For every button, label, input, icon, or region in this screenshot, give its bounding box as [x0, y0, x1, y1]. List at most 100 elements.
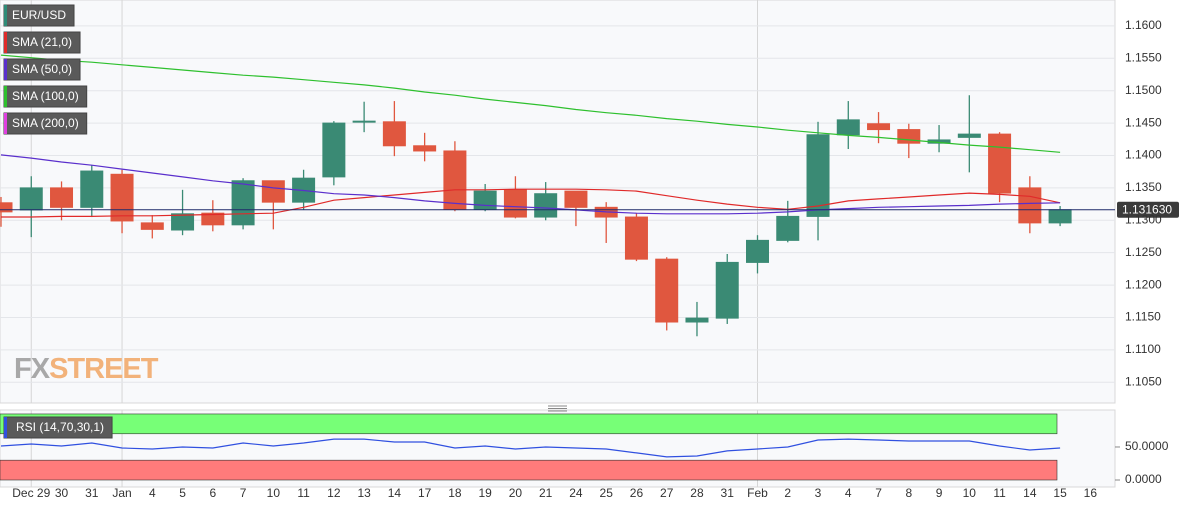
legend-swatch: [4, 86, 7, 107]
x-tick-label: Dec 29: [12, 486, 50, 500]
x-tick-label: 14: [1023, 486, 1037, 500]
candle-body: [655, 258, 679, 323]
candle-body: [503, 189, 527, 218]
x-tick-label: 12: [327, 486, 341, 500]
x-tick-label: 31: [85, 486, 99, 500]
x-tick-label: Feb: [747, 486, 768, 500]
x-tick-label: 5: [179, 486, 186, 500]
legend-label: EUR/USD: [12, 8, 66, 22]
candle-body: [322, 122, 346, 178]
splitter-handle[interactable]: [548, 405, 567, 412]
grid: [0, 0, 1120, 487]
candle-body: [382, 121, 406, 147]
candle-body: [564, 190, 588, 208]
y-tick-label: 1.1050: [1125, 374, 1162, 388]
x-tick-label: 3: [815, 486, 822, 500]
x-tick-label: 11: [297, 486, 310, 500]
candle-body: [352, 120, 376, 123]
y-tick-label: 1.1300: [1125, 212, 1162, 226]
last-price-box: [1117, 201, 1179, 218]
candle-body: [231, 180, 255, 226]
x-tick-label: Jan: [112, 486, 131, 500]
legend-item: SMA (100,0): [3, 85, 88, 108]
marks: [0, 54, 1072, 458]
candle-body: [534, 193, 558, 218]
sma-line: [0, 154, 1061, 215]
watermark-part: FX: [14, 353, 51, 385]
x-tick-label: 7: [240, 486, 247, 500]
y-tick-label: 1.1100: [1125, 342, 1161, 356]
y-tick-label: 50.0000: [1125, 439, 1169, 453]
x-tick-label: 8: [905, 486, 912, 500]
x-tick-label: 30: [55, 486, 69, 500]
legend-label: SMA (200,0): [12, 116, 79, 130]
y-tick-label: 1.1400: [1125, 148, 1162, 162]
candle-body: [261, 180, 285, 203]
candle-body: [171, 213, 195, 231]
x-tick-label: 18: [448, 486, 462, 500]
candle-body: [776, 215, 800, 241]
legend-swatch: [4, 113, 7, 134]
candle-body: [957, 133, 981, 138]
legend-item: RSI (14,70,30,1): [3, 416, 113, 439]
legend-swatch: [4, 59, 7, 80]
legend-item: EUR/USD: [3, 4, 75, 27]
x-tick-label: 31: [721, 486, 735, 500]
candle-body: [80, 170, 104, 208]
legend-item: SMA (200,0): [3, 112, 88, 135]
candle-body: [867, 123, 891, 131]
candle-body: [473, 190, 497, 210]
rsi-band: [0, 459, 1058, 481]
legend-item: SMA (21,0): [3, 31, 81, 54]
candle-body: [806, 134, 830, 217]
candle-body: [836, 119, 860, 136]
x-tick-label: 9: [936, 486, 943, 500]
legend-label: SMA (21,0): [12, 35, 72, 49]
x-tick-label: 10: [267, 486, 281, 500]
legend-label: SMA (50,0): [12, 62, 72, 76]
x-tick-label: 25: [600, 486, 614, 500]
rsi-band: [0, 413, 1058, 435]
x-tick-label: 2: [784, 486, 791, 500]
price-panel: [0, 0, 1116, 404]
candle-body: [624, 216, 648, 260]
y-tick-label: 1.1450: [1125, 115, 1162, 129]
x-tick-label: 4: [845, 486, 852, 500]
candle-body: [988, 133, 1012, 194]
candle-body: [1048, 209, 1072, 224]
watermark: FXSTREET: [14, 353, 159, 385]
watermark-part: STREET: [49, 353, 159, 385]
x-tick-label: 15: [1053, 486, 1067, 500]
legend-item: SMA (50,0): [3, 58, 81, 81]
y-tick-label: 1.1500: [1125, 83, 1162, 97]
legend-swatch: [4, 417, 7, 438]
legend-swatch: [4, 32, 7, 53]
candle-body: [110, 173, 134, 222]
legend-label: RSI (14,70,30,1): [16, 420, 104, 434]
candle-body: [1018, 187, 1042, 224]
x-tick-label: 20: [509, 486, 523, 500]
candle-body: [50, 187, 74, 208]
y-tick-label: 0.0000: [1125, 472, 1162, 486]
y-tick-label: 1.1550: [1125, 50, 1162, 64]
sma-line: [1, 188, 1061, 218]
y-tick-label: 1.1150: [1125, 310, 1161, 324]
candle-body: [715, 261, 739, 319]
y-tick-label: 1.1250: [1125, 245, 1162, 259]
x-tick-label: 28: [690, 486, 704, 500]
candle-body: [201, 212, 225, 226]
x-tick-label: 11: [993, 486, 1006, 500]
candle-body: [19, 187, 43, 211]
x-tick-label: 14: [388, 486, 402, 500]
x-tick-label: 19: [478, 486, 492, 500]
x-tick-label: 10: [963, 486, 977, 500]
candle-body: [413, 145, 437, 152]
y-tick-label: 1.1350: [1125, 180, 1162, 194]
rsi-line: [0, 438, 1061, 458]
x-tick-label: 27: [660, 486, 674, 500]
y-tick-label: 1.1600: [1125, 18, 1162, 32]
candle-body: [746, 239, 769, 263]
candle-body: [685, 317, 709, 323]
x-tick-label: 6: [209, 486, 216, 500]
